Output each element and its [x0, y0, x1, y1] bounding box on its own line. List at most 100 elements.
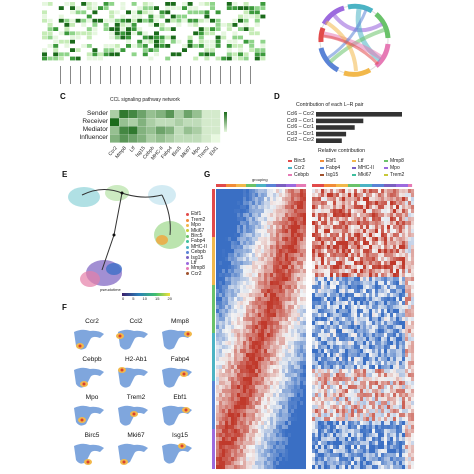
heat-cell [369, 393, 373, 398]
heat-cell [273, 453, 277, 458]
heat-cell [363, 209, 367, 214]
heat-cell [261, 305, 265, 310]
heat-cell [222, 353, 226, 358]
heat-cell [318, 377, 322, 382]
heat-cell [387, 417, 391, 422]
heat-cell [393, 341, 397, 346]
heat-cell [294, 421, 298, 426]
heat-cell [390, 309, 394, 314]
heat-cell [258, 189, 262, 194]
heat-cell [321, 381, 325, 386]
heat-cell [249, 393, 253, 398]
heat-cell [402, 345, 406, 350]
heat-cell [363, 365, 367, 370]
heat-cell [372, 345, 376, 350]
heat-cell [285, 257, 289, 262]
panel-g-legend-title: grouping [252, 177, 268, 182]
heat-cell [408, 421, 412, 426]
heat-cell [303, 261, 307, 266]
heat-cell [282, 453, 286, 458]
heat-cell [339, 421, 343, 426]
heat-cell [369, 217, 373, 222]
heat-cell [264, 425, 268, 430]
heat-cell [260, 2, 266, 6]
heat-cell [327, 193, 331, 198]
heat-cell [399, 193, 403, 198]
heat-cell [53, 52, 59, 57]
heat-cell [225, 317, 229, 322]
heat-cell [165, 56, 171, 61]
heat-cell [282, 457, 286, 462]
heat-cell [279, 357, 283, 362]
heat-cell [399, 369, 403, 374]
heat-cell [261, 209, 265, 214]
heat-cell [243, 393, 247, 398]
heat-cell [312, 349, 316, 354]
heat-cell [119, 134, 129, 143]
heat-cell [351, 393, 355, 398]
heat-cell [285, 269, 289, 274]
heat-cell [300, 441, 304, 446]
heat-cell [336, 329, 340, 334]
heat-cell [336, 281, 340, 286]
heat-cell [363, 257, 367, 262]
heat-cell [312, 201, 316, 206]
heat-cell [210, 2, 215, 6]
heat-cell [264, 265, 268, 270]
heat-cell [396, 305, 400, 310]
group-bar [394, 184, 396, 187]
heat-cell [369, 309, 373, 314]
heat-cell [148, 10, 154, 15]
heat-cell [387, 281, 391, 286]
heat-cell [324, 393, 328, 398]
heat-cell [372, 257, 376, 262]
heat-cell [222, 349, 226, 354]
heat-cell [339, 349, 343, 354]
column-tick [110, 66, 111, 84]
heat-cell [243, 333, 247, 338]
heat-cell [363, 249, 367, 254]
group-bar [403, 184, 405, 187]
heat-cell [405, 313, 409, 318]
heat-cell [351, 277, 355, 282]
heat-cell [225, 353, 229, 358]
heat-cell [86, 56, 92, 61]
heat-cell [408, 333, 412, 338]
heat-cell [405, 253, 409, 258]
heat-cell [312, 429, 316, 434]
heat-cell [333, 233, 337, 238]
heat-cell [390, 349, 394, 354]
heat-cell [324, 301, 328, 306]
heat-cell [327, 209, 331, 214]
heat-cell [231, 225, 235, 230]
heat-cell [342, 313, 346, 318]
heat-cell [405, 265, 409, 270]
group-bar [407, 184, 409, 187]
heat-cell [285, 333, 289, 338]
heat-cell [243, 385, 247, 390]
heat-cell [333, 317, 337, 322]
heat-cell [258, 433, 262, 438]
heat-cell [411, 205, 415, 210]
heat-cell [285, 449, 289, 454]
heat-cell [142, 35, 148, 40]
heat-cell [345, 213, 349, 218]
heat-cell [396, 377, 400, 382]
heat-cell [238, 44, 243, 48]
heat-cell [357, 309, 361, 314]
heat-cell [270, 197, 274, 202]
heat-cell [282, 285, 286, 290]
group-bar [292, 184, 294, 187]
heat-cell [288, 277, 292, 282]
heat-cell [258, 445, 262, 450]
heat-cell [330, 193, 334, 198]
heat-cell [300, 221, 304, 226]
heat-cell [321, 333, 325, 338]
heat-cell [399, 377, 403, 382]
heat-cell [187, 35, 193, 40]
group-bar [221, 184, 223, 187]
heat-cell [165, 126, 175, 135]
heat-cell [378, 309, 382, 314]
heat-cell [396, 425, 400, 430]
heat-cell [291, 449, 295, 454]
